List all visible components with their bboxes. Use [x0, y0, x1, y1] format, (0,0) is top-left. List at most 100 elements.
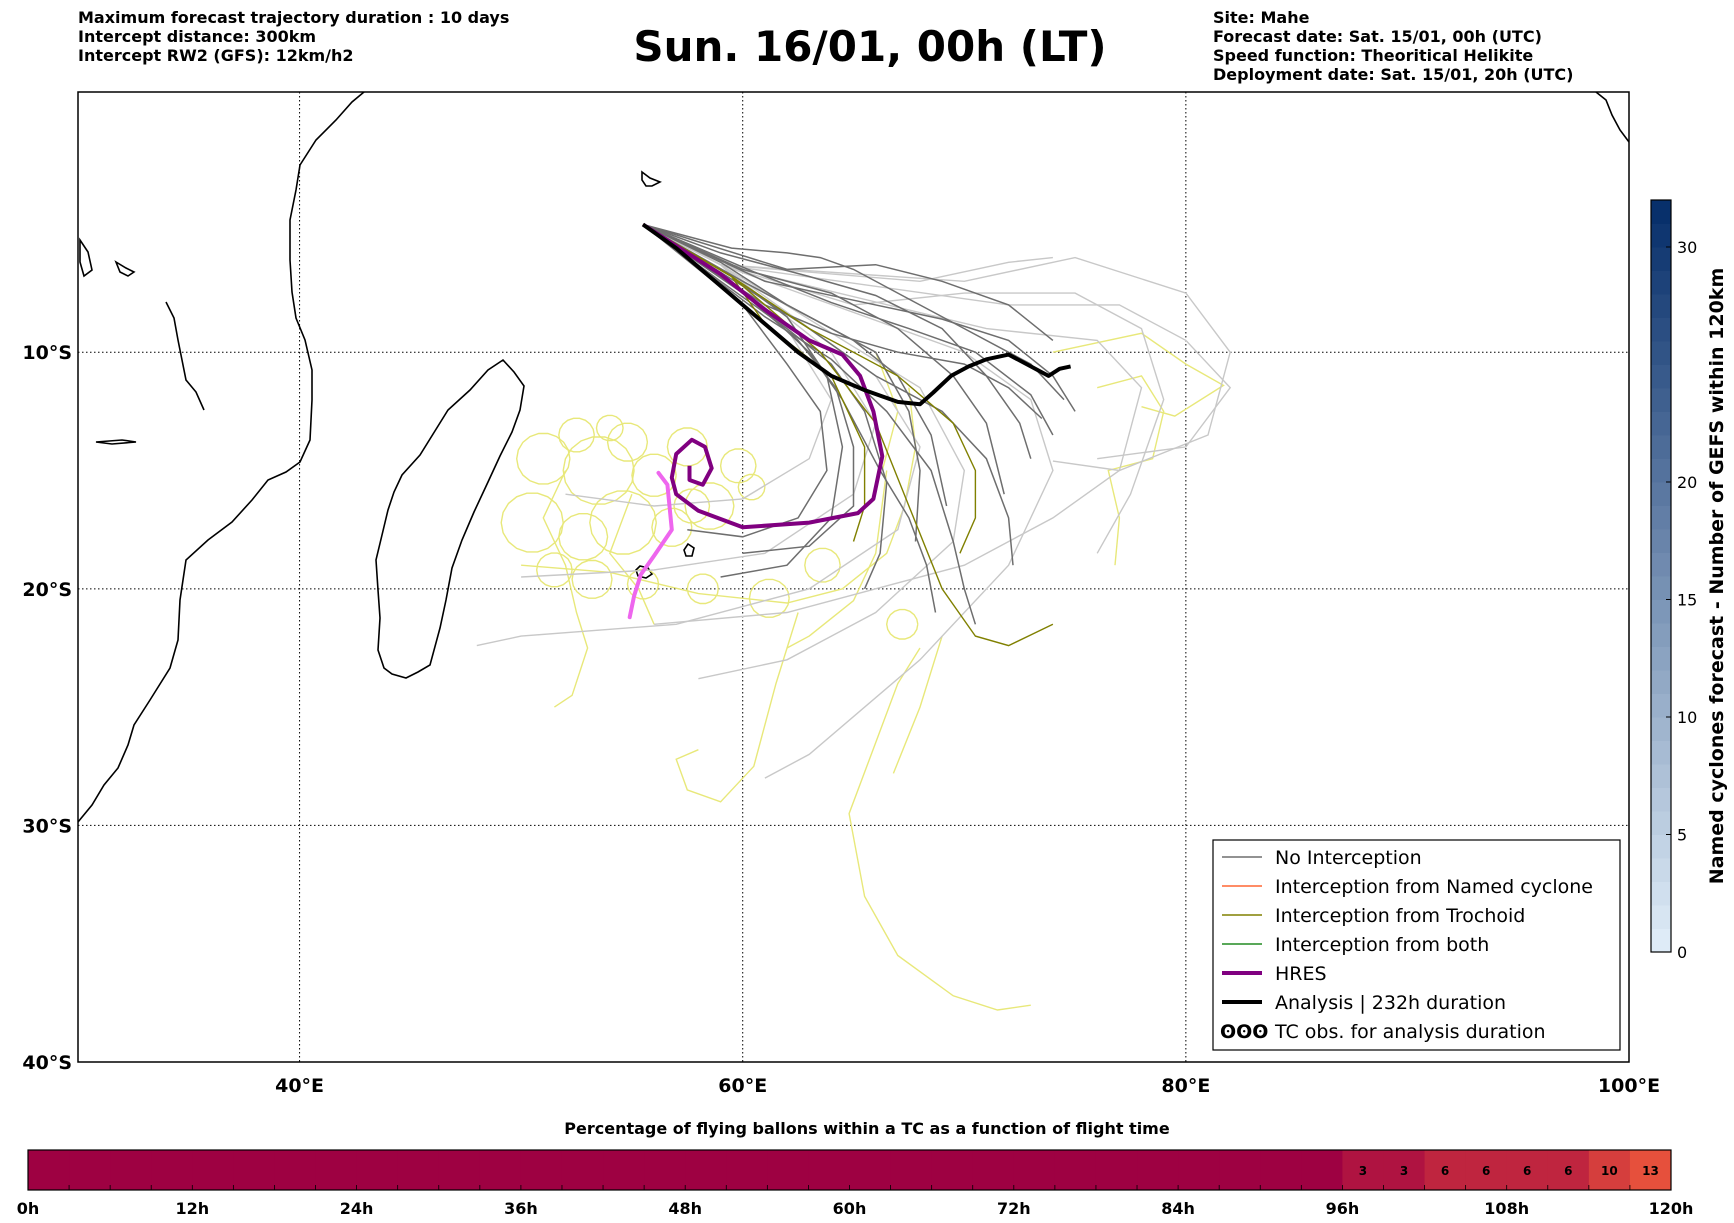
- right-colorbar-title: Named cyclones forecast - Number of GEFS…: [1706, 268, 1728, 885]
- right-colorbar-tick-label: 0: [1677, 943, 1687, 962]
- legend-label: HRES: [1275, 963, 1327, 985]
- trochoid-interception-track: [642, 223, 1054, 647]
- right-colorbar-cell: [1651, 834, 1671, 859]
- legend-label: TC obs. for analysis duration: [1274, 1021, 1546, 1043]
- ensemble-light-track: [642, 223, 1054, 779]
- tc-obs-loop: [500, 492, 564, 553]
- bottom-colorbar-cell: [561, 1150, 604, 1190]
- tc-obs-loop: [885, 608, 919, 640]
- right-colorbar-cell: [1651, 200, 1671, 224]
- tc-obs-loop: [673, 488, 711, 524]
- right-colorbar-cell: [1651, 811, 1671, 835]
- bottom-colorbar-cell: [1137, 1150, 1179, 1190]
- bottom-colorbar-tick-label: 96h: [1326, 1199, 1360, 1218]
- bottom-colorbar-cell: [1260, 1150, 1302, 1190]
- bottom-colorbar-cell: [808, 1150, 850, 1190]
- bottom-colorbar-cell: [972, 1150, 1015, 1190]
- bottom-colorbar-tick-label: 120h: [1649, 1199, 1694, 1218]
- tc-obs-loop: [651, 507, 693, 547]
- right-colorbar-cell: [1651, 529, 1671, 553]
- bottom-colorbar-cell: [644, 1150, 686, 1190]
- no-interception-track: [642, 223, 1076, 412]
- bottom-colorbar-cell: [1054, 1150, 1097, 1190]
- bottom-colorbar-cell: [890, 1150, 933, 1190]
- latitude-labels: 10°S 20°S 30°S 40°S: [22, 342, 72, 1074]
- reunion-island: [635, 565, 654, 579]
- bottom-colorbar-cell: [1178, 1150, 1220, 1190]
- right-colorbar-cell: [1651, 764, 1671, 788]
- bottom-colorbar-cell: [1424, 1150, 1467, 1190]
- bottom-colorbar-cell: [1219, 1150, 1261, 1190]
- bottom-colorbar-cell: [110, 1150, 152, 1190]
- legend-label: Interception from Named cyclone: [1275, 876, 1593, 898]
- tc-obs-loop: [748, 578, 790, 618]
- tc-obs-track: [786, 470, 888, 649]
- lat-label: 10°S: [22, 342, 72, 364]
- right-colorbar-cell: [1651, 411, 1671, 436]
- bottom-colorbar-cell: [28, 1150, 70, 1190]
- legend-label: Interception from Trochoid: [1275, 905, 1525, 927]
- page-title: Sun. 16/01, 00h (LT): [633, 22, 1107, 71]
- tc-obs-track: [892, 635, 943, 774]
- legend-label: No Interception: [1275, 847, 1422, 869]
- legend: No Interception Interception from Named c…: [1212, 839, 1621, 1051]
- bottom-colorbar-cell: [1629, 1150, 1672, 1190]
- tc-obs-loop: [686, 573, 719, 605]
- right-colorbar-cell: [1651, 693, 1671, 718]
- tc-obs-loop: [595, 414, 624, 442]
- right-colorbar-cell: [1651, 928, 1671, 953]
- bottom-colorbar: Percentage of flying ballons within a TC…: [17, 1119, 1694, 1218]
- right-colorbar-cell: [1651, 482, 1671, 506]
- bottom-colorbar-tick-label: 108h: [1484, 1199, 1529, 1218]
- bottom-colorbar-cell: [151, 1150, 193, 1190]
- bottom-colorbar-cell: [931, 1150, 974, 1190]
- bottom-colorbar-cell: [1301, 1150, 1343, 1190]
- right-colorbar-cell: [1651, 740, 1671, 765]
- lon-label: 100°E: [1598, 1075, 1660, 1097]
- tc-obs-track: [542, 470, 589, 708]
- right-colorbar-cell: [1651, 623, 1671, 647]
- tc-obs-track: [848, 647, 1031, 1011]
- bottom-colorbar-cell: [356, 1150, 399, 1190]
- map-gridlines: [78, 92, 1629, 1062]
- bottom-colorbar-cell: [1013, 1150, 1056, 1190]
- bottom-colorbar-value: 13: [1642, 1164, 1659, 1178]
- bottom-colorbar-value: 6: [1441, 1164, 1449, 1178]
- lat-label: 20°S: [22, 579, 72, 601]
- no-interception-track: [642, 223, 921, 542]
- site-text: Site: Mahe: [1213, 8, 1310, 27]
- comoros-islands: [79, 237, 136, 278]
- tanzania-detail: [165, 301, 205, 411]
- bottom-colorbar-cell: [1383, 1150, 1426, 1190]
- coastlines: [78, 92, 1629, 823]
- bottom-colorbar-cell: [849, 1150, 892, 1190]
- right-colorbar-cell: [1651, 247, 1671, 271]
- tc-obs-loop: [626, 568, 660, 600]
- tc-obs-loop: [804, 547, 841, 583]
- right-colorbar-cell: [1651, 670, 1671, 694]
- bottom-colorbar-value: 3: [1400, 1164, 1408, 1178]
- right-colorbar-tick-label: 15: [1677, 591, 1697, 610]
- no-interception-track: [642, 223, 828, 538]
- bottom-colorbar-tick-label: 48h: [668, 1199, 702, 1218]
- no-interception-track: [642, 223, 1014, 566]
- tc-obs-loop: [606, 422, 649, 462]
- tc-obs-loop: [515, 432, 571, 485]
- bottom-colorbar-cell: [685, 1150, 727, 1190]
- speed-function-text: Speed function: Theoritical Helikite: [1213, 46, 1534, 65]
- right-colorbar-cell: [1651, 717, 1671, 741]
- ensemble-light-track: [642, 223, 966, 680]
- header-right-info: Site: Mahe Forecast date: Sat. 15/01, 00…: [1213, 8, 1573, 84]
- bottom-colorbar-cell: [1547, 1150, 1590, 1190]
- bottom-colorbar-cell: [315, 1150, 358, 1190]
- bottom-colorbar-cell: [1588, 1150, 1631, 1190]
- bottom-colorbar-cell: [397, 1150, 440, 1190]
- right-colorbar-cell: [1651, 317, 1671, 342]
- tc-obs-loop: [737, 473, 766, 501]
- bottom-colorbar-cell: [233, 1150, 275, 1190]
- right-colorbar-cell: [1651, 364, 1671, 389]
- bottom-colorbar-tick-label: 12h: [175, 1199, 209, 1218]
- right-colorbar-cell: [1651, 905, 1671, 929]
- tc-obs-loop: [666, 427, 708, 467]
